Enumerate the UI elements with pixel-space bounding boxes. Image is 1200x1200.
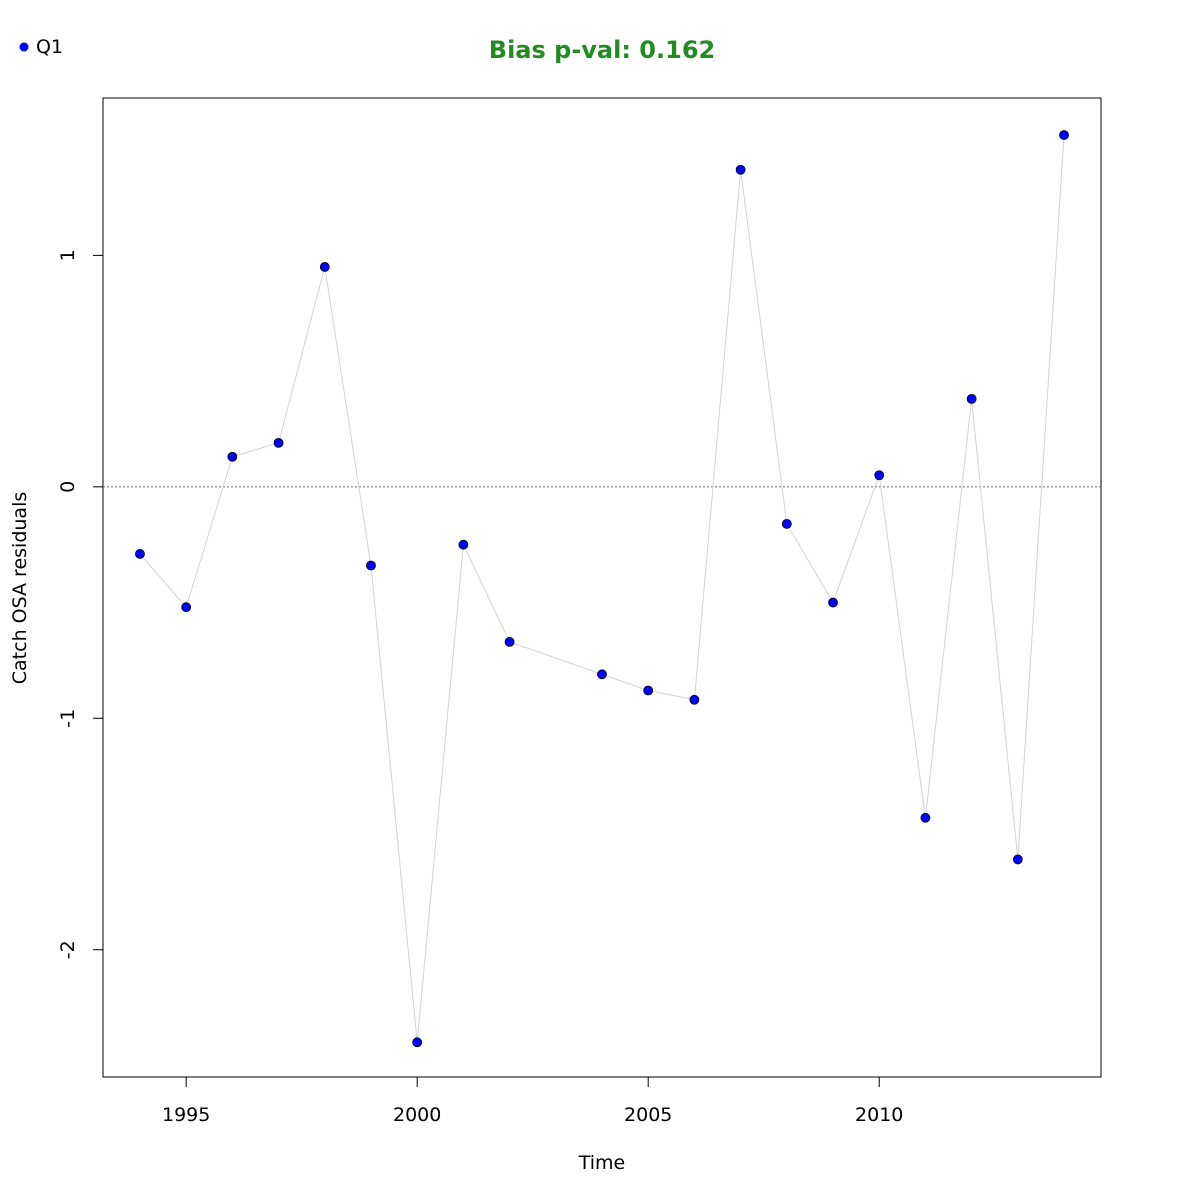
data-point — [458, 539, 469, 550]
legend-label: Q1 — [36, 36, 63, 58]
y-tick-label: 1 — [57, 249, 79, 261]
x-tick-label: 1995 — [162, 1104, 210, 1126]
y-tick-label: -2 — [57, 940, 79, 959]
y-tick-label: -1 — [57, 709, 79, 728]
data-point — [366, 560, 376, 571]
data-point — [966, 393, 977, 404]
data-point — [597, 669, 607, 680]
x-axis-label: Time — [578, 1152, 626, 1174]
data-point — [781, 518, 792, 529]
x-tick-label: 2005 — [624, 1104, 672, 1126]
data-point — [643, 685, 654, 696]
data-point — [181, 602, 192, 613]
data-point — [227, 451, 238, 462]
data-point — [135, 549, 145, 559]
plot-frame — [102, 97, 1102, 1078]
series-line — [139, 134, 1065, 1043]
legend-marker — [19, 42, 29, 52]
data-point — [689, 694, 700, 705]
x-tick-label: 2000 — [393, 1104, 441, 1126]
data-point — [1059, 130, 1069, 140]
data-point — [504, 636, 515, 647]
data-point — [273, 437, 284, 448]
data-point — [828, 597, 838, 608]
y-tick-label: 0 — [57, 481, 79, 493]
data-point — [412, 1037, 423, 1048]
y-axis-label: Catch OSA residuals — [9, 492, 31, 684]
data-point — [1012, 854, 1023, 865]
data-point — [920, 812, 931, 823]
data-point — [319, 262, 330, 272]
data-point — [735, 164, 746, 175]
chart-title: Bias p-val: 0.162 — [489, 36, 715, 64]
x-tick-label: 2010 — [855, 1104, 903, 1126]
data-point — [874, 470, 885, 481]
